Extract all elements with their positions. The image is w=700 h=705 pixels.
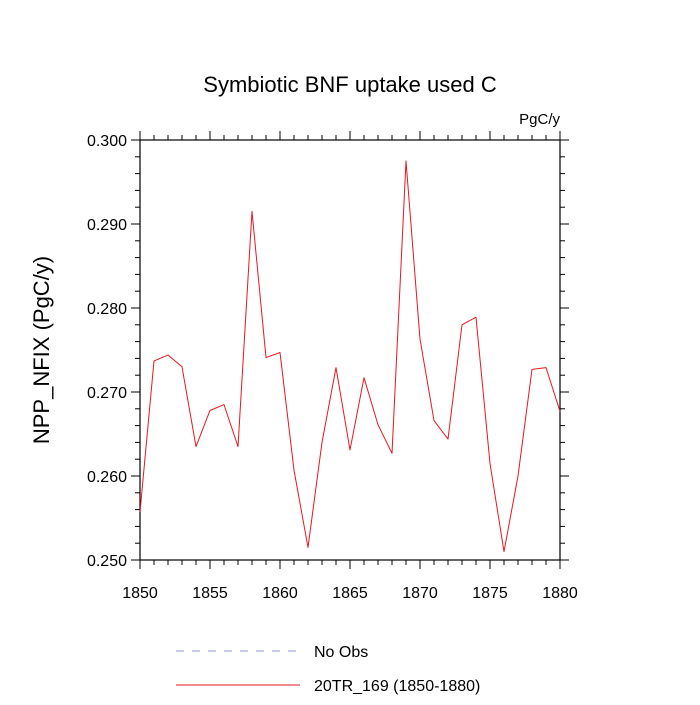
x-tick-label: 1880 — [542, 585, 578, 602]
plot-area: 1850 1855 1860 1865 1870 1875 1880 0.250 0.260 0.… — [87, 131, 578, 602]
chart-title: Symbiotic BNF uptake used C — [203, 72, 497, 97]
y-tick-label: 0.250 — [87, 553, 127, 570]
series-line — [139, 160, 561, 553]
x-tick-label: 1870 — [402, 585, 438, 602]
x-tick-label: 1850 — [122, 585, 158, 602]
x-tick-label: 1855 — [192, 585, 228, 602]
legend-label: No Obs — [314, 644, 368, 661]
y-tick-label: 0.270 — [87, 385, 127, 402]
x-tick-label: 1875 — [472, 585, 508, 602]
legend-label: 20TR_169 (1850-1880) — [314, 678, 480, 695]
y-tick-label: 0.260 — [87, 469, 127, 486]
y-axis-label: NPP_NFIX (PgC/y) — [29, 256, 54, 444]
y-tick-label: 0.300 — [87, 133, 127, 150]
x-tick-label: 1865 — [332, 585, 368, 602]
y-tick-label: 0.290 — [87, 217, 127, 234]
x-tick-label: 1860 — [262, 585, 298, 602]
plot-frame — [139, 139, 561, 561]
y-tick-label: 0.280 — [87, 301, 127, 318]
units-label: PgC/y — [519, 111, 560, 128]
legend: No Obs 20TR_169 (1850-1880) — [176, 644, 480, 695]
